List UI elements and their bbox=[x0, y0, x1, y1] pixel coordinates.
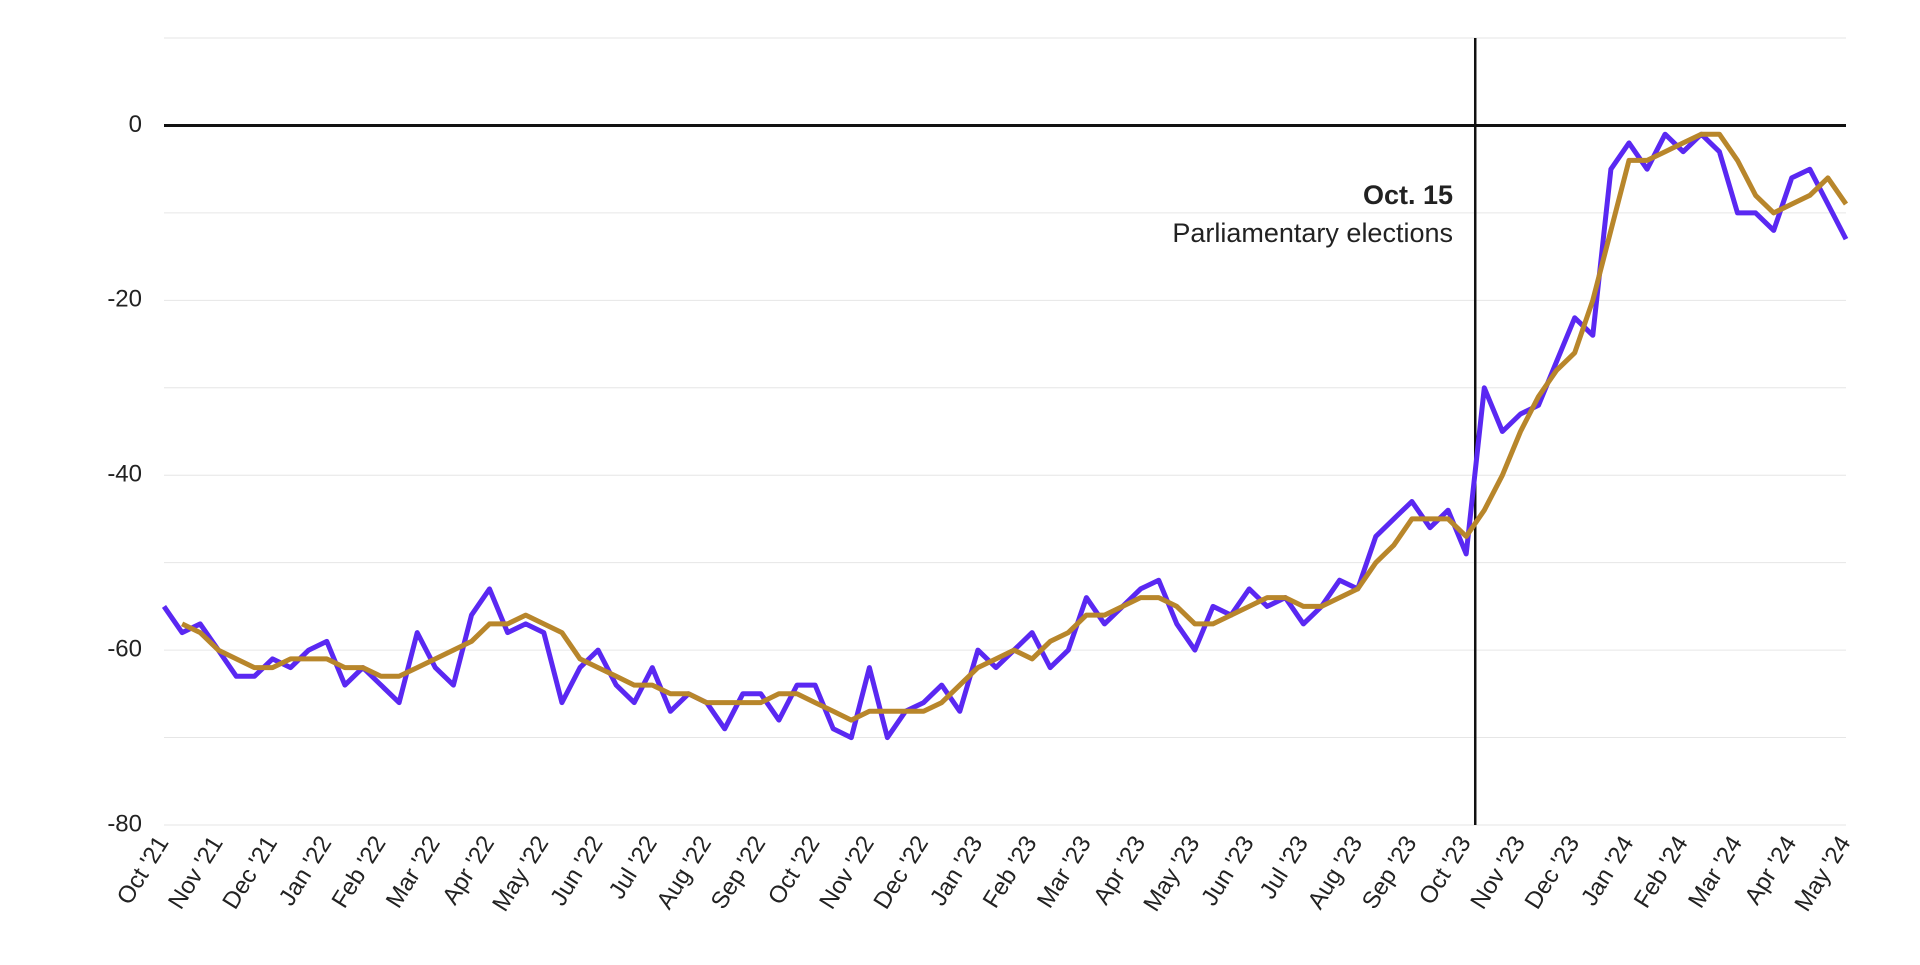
series-line bbox=[181, 131, 1849, 723]
x-tick-label: Feb '24 bbox=[1629, 831, 1694, 913]
x-tick-label: Dec '23 bbox=[1520, 831, 1586, 914]
annotation-text: Parliamentary elections bbox=[1172, 218, 1453, 248]
y-tick-label: -60 bbox=[107, 635, 142, 662]
x-tick-label: Sep '22 bbox=[706, 831, 772, 914]
y-tick-label: -20 bbox=[107, 286, 142, 313]
y-tick-label: -80 bbox=[107, 810, 142, 837]
x-tick-label: Dec '21 bbox=[217, 831, 283, 914]
x-tick-label: Mar '24 bbox=[1683, 831, 1748, 913]
x-tick-label: Mar '22 bbox=[381, 831, 446, 913]
x-tick-label: Feb '22 bbox=[327, 831, 392, 913]
y-tick-label: 0 bbox=[129, 111, 142, 138]
x-tick-label: Jun '22 bbox=[545, 831, 609, 910]
annotation-title: Oct. 15 bbox=[1363, 180, 1453, 210]
x-tick-label: Sep '23 bbox=[1357, 831, 1423, 914]
x-tick-label: Feb '23 bbox=[978, 831, 1043, 913]
x-tick-label: Dec '22 bbox=[868, 831, 934, 914]
x-tick-label: Mar '23 bbox=[1032, 831, 1097, 913]
x-tick-label: Jun '23 bbox=[1196, 831, 1260, 910]
x-tick-label: Jul '22 bbox=[604, 831, 663, 904]
y-tick-label: -40 bbox=[107, 461, 142, 488]
x-tick-label: Jul '23 bbox=[1255, 831, 1314, 904]
series-line bbox=[161, 131, 1849, 741]
